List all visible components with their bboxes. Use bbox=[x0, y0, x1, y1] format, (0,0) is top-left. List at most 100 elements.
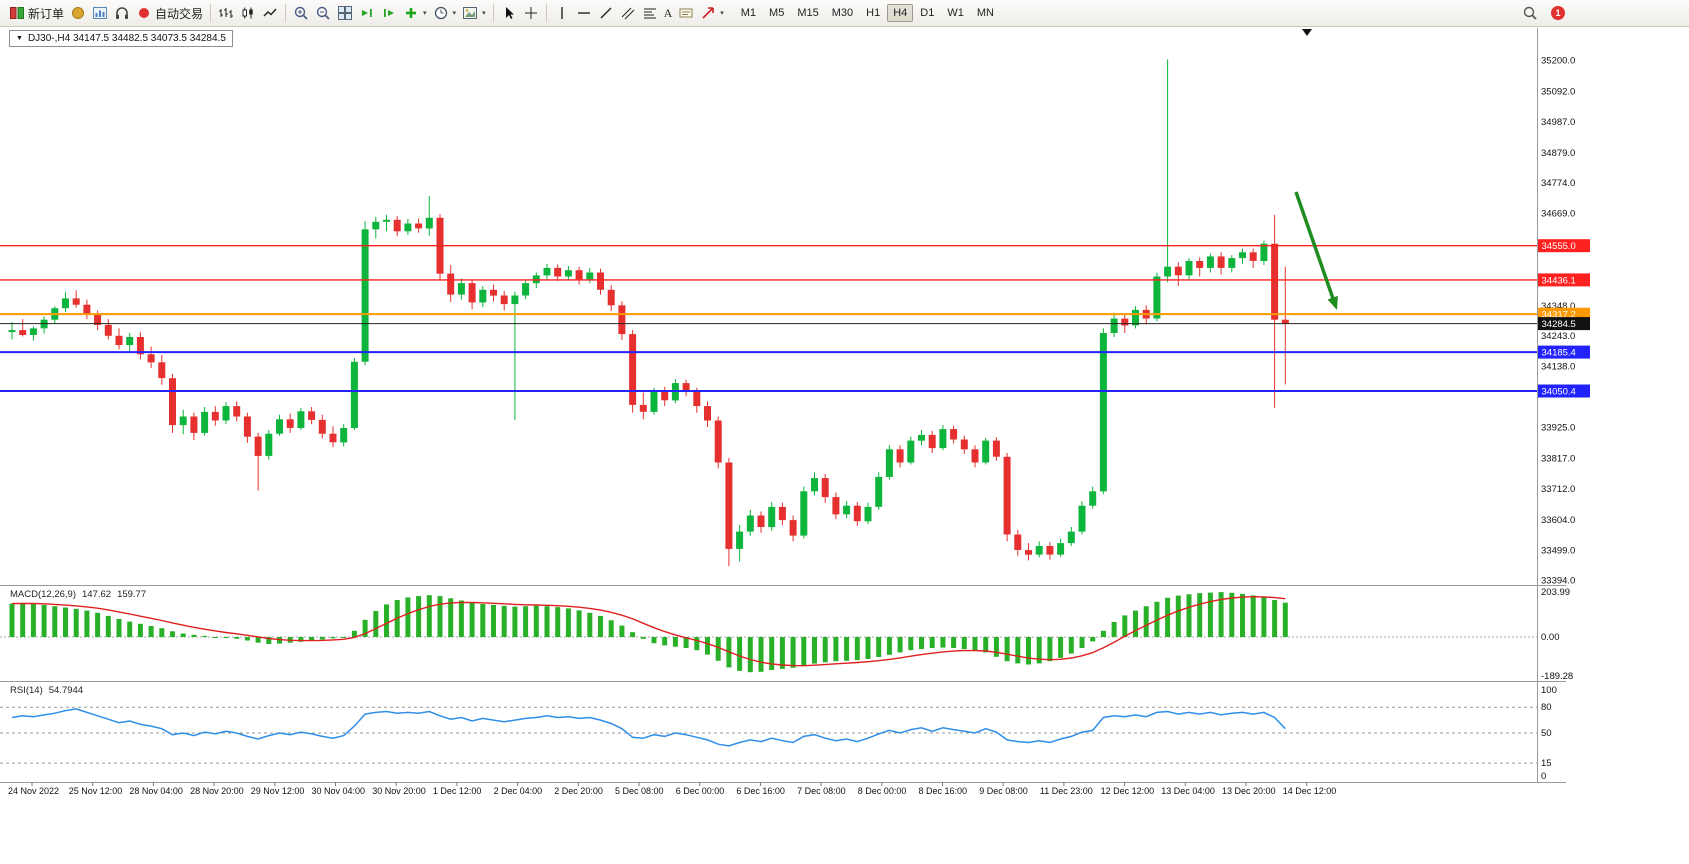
candlestick-chart-button[interactable] bbox=[237, 2, 259, 24]
candle bbox=[276, 419, 283, 434]
timeframe-group: M1 M5 M15 M30 H1 H4 D1 W1 MN bbox=[735, 4, 1000, 22]
macd-axis-label: 203.99 bbox=[1541, 587, 1570, 598]
macd-bar bbox=[351, 630, 357, 637]
timeframe-h1[interactable]: H1 bbox=[866, 7, 881, 19]
chart-window-icon bbox=[93, 7, 108, 19]
candle bbox=[639, 404, 647, 412]
candle bbox=[1217, 256, 1225, 268]
timeframe-d1[interactable]: D1 bbox=[920, 7, 935, 19]
macd-bar bbox=[73, 608, 79, 637]
timeframe-m5[interactable]: M5 bbox=[769, 7, 785, 19]
chart-shift-button[interactable] bbox=[378, 2, 400, 24]
macd-bar bbox=[544, 606, 550, 637]
chart-marker-triangle[interactable] bbox=[1302, 29, 1312, 36]
candle bbox=[265, 433, 273, 456]
text-label-tool[interactable] bbox=[675, 2, 697, 24]
search-button[interactable] bbox=[1519, 2, 1541, 24]
vertical-line-tool[interactable] bbox=[551, 2, 573, 24]
candle bbox=[393, 219, 401, 232]
candle bbox=[233, 406, 241, 417]
chevron-down-icon: ▾ bbox=[720, 10, 724, 17]
price-axis-label: 33604.0 bbox=[1541, 515, 1575, 526]
tile-windows-button[interactable] bbox=[334, 2, 356, 24]
candle bbox=[843, 505, 851, 515]
candle bbox=[350, 361, 358, 428]
auto-trading-button[interactable]: 自动交易 bbox=[133, 2, 206, 24]
notifications-badge[interactable]: 1 bbox=[1551, 6, 1565, 20]
zoom-out-button[interactable] bbox=[312, 2, 334, 24]
candle bbox=[543, 267, 551, 276]
arrows-tool[interactable]: ▾ bbox=[697, 2, 727, 24]
market-depth-button[interactable] bbox=[111, 2, 133, 24]
candles-series bbox=[8, 59, 1289, 567]
candle bbox=[126, 337, 134, 346]
crosshair-button[interactable] bbox=[520, 2, 542, 24]
candle bbox=[821, 478, 829, 498]
macd-bar bbox=[330, 637, 336, 639]
zoom-in-button[interactable] bbox=[290, 2, 312, 24]
candle bbox=[1035, 546, 1043, 555]
horizontal-line-tool[interactable] bbox=[573, 2, 595, 24]
channel-tool[interactable] bbox=[617, 2, 639, 24]
fibonacci-tool[interactable] bbox=[639, 2, 661, 24]
time-axis-label: 6 Dec 16:00 bbox=[736, 786, 785, 796]
charts-window-button[interactable] bbox=[89, 2, 111, 24]
macd-bar bbox=[790, 637, 796, 668]
timeframe-w1[interactable]: W1 bbox=[947, 7, 964, 19]
candle bbox=[1003, 456, 1011, 535]
macd-name: MACD(12,26,9) bbox=[10, 589, 76, 600]
candle bbox=[950, 429, 958, 440]
trendline-tool[interactable] bbox=[595, 2, 617, 24]
candle bbox=[618, 305, 626, 335]
timeframe-h4[interactable]: H4 bbox=[887, 4, 914, 22]
macd-bar bbox=[929, 637, 935, 648]
candle bbox=[1014, 534, 1022, 550]
candle bbox=[361, 229, 369, 362]
timeframe-mn[interactable]: MN bbox=[976, 7, 994, 19]
line-chart-button[interactable] bbox=[259, 2, 281, 24]
macd-bar bbox=[769, 637, 775, 670]
timeframe-m30[interactable]: M30 bbox=[831, 7, 854, 19]
new-order-button[interactable]: 新订单 bbox=[6, 2, 67, 24]
price-axis[interactable]: 35200.0 35092.0 34987.0 34879.0 34774.0 34669… bbox=[1538, 56, 1590, 783]
period-button[interactable]: ▾ bbox=[430, 2, 460, 24]
price-axis-label: 34774.0 bbox=[1541, 178, 1575, 189]
candle bbox=[404, 223, 412, 232]
macd-bar bbox=[1047, 637, 1053, 662]
bar-chart-button[interactable] bbox=[215, 2, 237, 24]
macd-bar bbox=[1197, 593, 1203, 637]
chart-shift-icon bbox=[384, 9, 395, 17]
text-tool[interactable]: A bbox=[661, 2, 676, 24]
macd-bar bbox=[105, 615, 111, 637]
template-button[interactable]: ▾ bbox=[459, 2, 489, 24]
vertical-line-icon bbox=[560, 7, 563, 19]
macd-bar bbox=[844, 637, 850, 661]
fibonacci-icon bbox=[643, 8, 656, 19]
candle bbox=[875, 476, 883, 507]
macd-bar bbox=[876, 637, 882, 657]
price-badge-label: 34284.5 bbox=[1542, 319, 1576, 330]
trend-arrow[interactable] bbox=[1294, 191, 1336, 302]
macd-bar bbox=[672, 637, 678, 647]
time-axis[interactable]: 24 Nov 2022 25 Nov 12:00 28 Nov 04:00 28 No… bbox=[8, 782, 1336, 796]
indicators-button[interactable]: ▾ bbox=[400, 2, 430, 24]
macd-bar bbox=[1261, 597, 1267, 637]
zoom-in-icon bbox=[294, 6, 308, 20]
one-click-trading-button[interactable] bbox=[67, 2, 89, 24]
cursor-button[interactable] bbox=[498, 2, 520, 24]
time-axis-label: 5 Dec 08:00 bbox=[615, 786, 664, 796]
macd-bar bbox=[255, 637, 261, 643]
auto-trading-icon bbox=[139, 8, 150, 18]
macd-bar bbox=[1058, 637, 1064, 658]
rsi-axis-label: 0 bbox=[1541, 771, 1546, 782]
candle bbox=[190, 416, 198, 433]
timeframe-m1[interactable]: M1 bbox=[740, 7, 757, 19]
chart-title-box[interactable]: ▼ DJ30-,H4 34147.5 34482.5 34073.5 34284… bbox=[9, 30, 233, 47]
timeframe-m15[interactable]: M15 bbox=[797, 7, 819, 19]
price-axis-label: 34669.0 bbox=[1541, 208, 1575, 219]
horizontal-line-icon bbox=[577, 12, 590, 14]
candle bbox=[522, 283, 530, 296]
candle bbox=[1206, 256, 1214, 268]
auto-scroll-button[interactable] bbox=[356, 2, 378, 24]
